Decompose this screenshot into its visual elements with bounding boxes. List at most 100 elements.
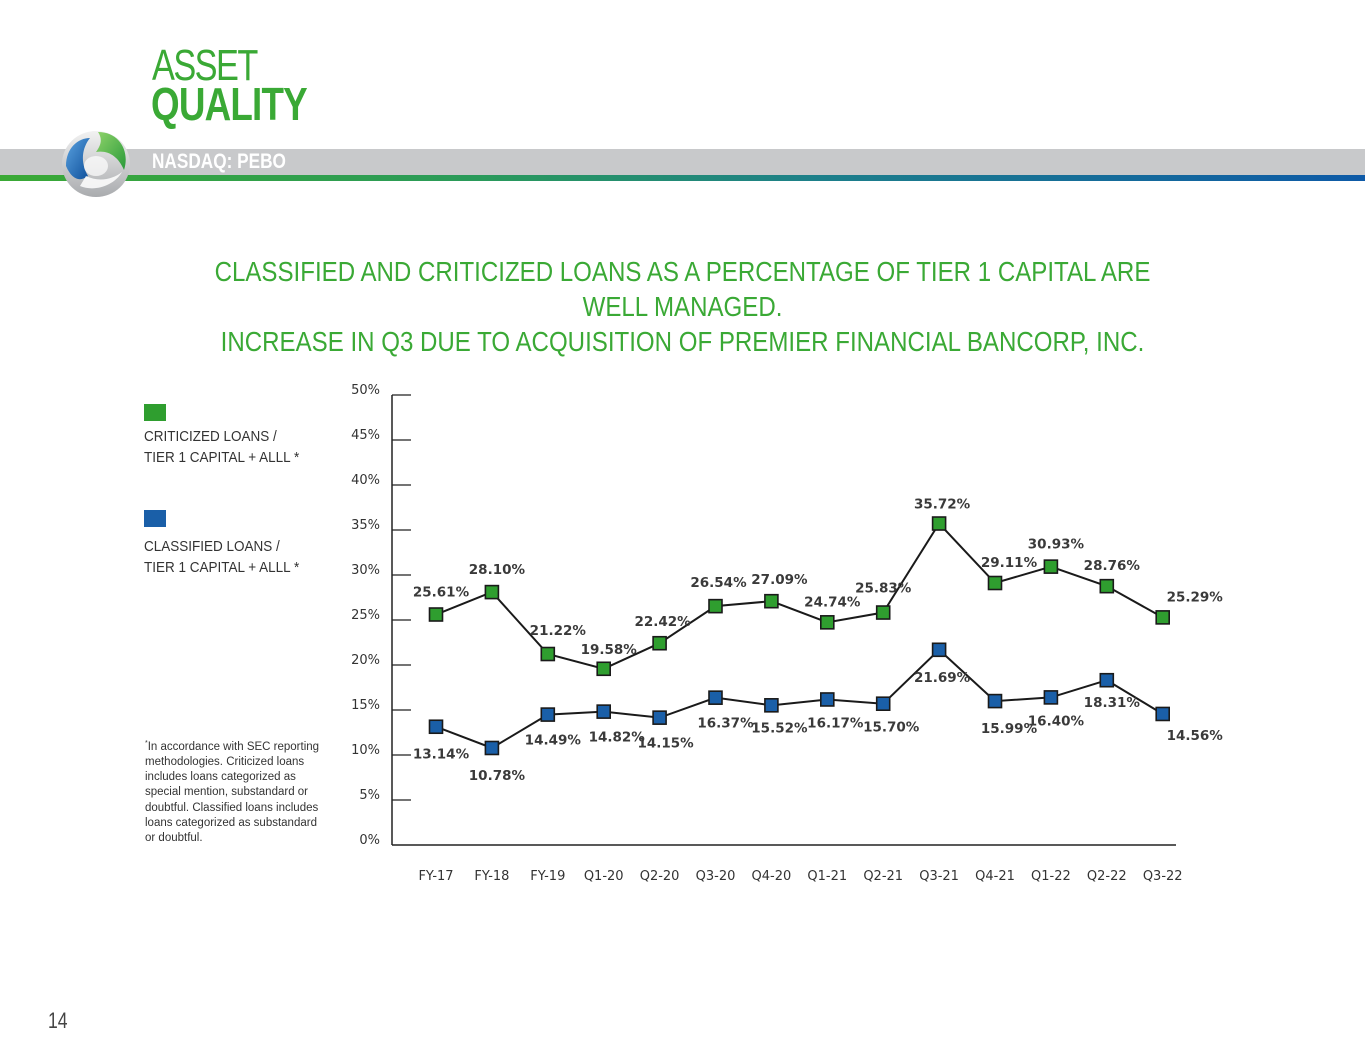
- data-label-classified: 14.49%: [525, 733, 582, 749]
- data-point-classified: [1043, 690, 1059, 705]
- data-label-classified: 10.78%: [469, 768, 526, 784]
- x-tick-label: FY-17: [418, 869, 453, 884]
- data-point-criticized: [428, 607, 444, 622]
- company-logo-icon: [58, 126, 134, 205]
- data-label-classified: 16.40%: [1028, 713, 1085, 729]
- legend-swatch-classified: [144, 510, 166, 527]
- data-label-criticized: 24.74%: [804, 594, 861, 610]
- data-label-classified: 18.31%: [1084, 695, 1141, 711]
- headline-line2: INCREASE IN Q3 DUE TO ACQUISITION OF PRE…: [220, 326, 1145, 357]
- data-point-classified: [652, 710, 667, 725]
- data-label-criticized: 27.09%: [751, 572, 808, 588]
- title-line1: ASSET: [152, 41, 258, 90]
- data-point-criticized: [708, 598, 723, 614]
- legend-classified-line2: TIER 1 CAPITAL + ALLL *: [144, 559, 300, 576]
- y-tick-label: 20%: [351, 653, 380, 668]
- data-label-criticized: 25.29%: [1167, 589, 1224, 605]
- y-tick-label: 50%: [351, 383, 380, 398]
- title-line2: QUALITY: [151, 78, 308, 130]
- data-point-criticized: [819, 615, 835, 630]
- data-label-classified: 14.15%: [637, 736, 694, 752]
- footnote-marker: *: [145, 740, 148, 747]
- data-label-classified: 21.69%: [914, 670, 971, 686]
- data-label-criticized: 28.10%: [469, 562, 526, 578]
- data-label-classified: 15.70%: [863, 720, 920, 736]
- data-point-criticized: [540, 646, 556, 662]
- data-point-criticized: [1043, 559, 1059, 574]
- x-tick-label: Q1-22: [1031, 869, 1071, 884]
- footnote: *In accordance with SEC reporting method…: [145, 736, 330, 846]
- legend-swatch-criticized: [144, 404, 166, 421]
- data-point-criticized: [987, 575, 1003, 591]
- data-point-criticized: [652, 635, 667, 651]
- data-label-criticized: 35.72%: [914, 497, 971, 513]
- data-point-classified: [987, 693, 1003, 709]
- data-label-classified: 16.17%: [807, 715, 864, 731]
- data-label-classified: 14.56%: [1167, 728, 1224, 744]
- x-tick-label: FY-18: [474, 869, 509, 884]
- data-point-classified: [875, 696, 891, 712]
- x-tick-label: Q1-21: [807, 869, 847, 884]
- y-tick-label: 35%: [351, 518, 380, 533]
- x-tick-label: FY-19: [530, 869, 565, 884]
- header-band: [0, 149, 1365, 175]
- y-tick-label: 0%: [359, 833, 380, 848]
- footnote-text: In accordance with SEC reporting methodo…: [145, 740, 320, 845]
- data-point-criticized: [875, 605, 891, 620]
- legend-label-classified: CLASSIFIED LOANS / TIER 1 CAPITAL + ALLL…: [144, 536, 342, 578]
- headline-line1: CLASSIFIED AND CRITICIZED LOANS AS A PER…: [214, 256, 1151, 322]
- data-point-classified: [484, 740, 500, 756]
- data-point-classified: [819, 692, 835, 707]
- data-label-classified: 14.82%: [589, 730, 646, 746]
- data-point-classified: [596, 704, 612, 719]
- y-tick-label: 45%: [351, 428, 380, 443]
- legend-criticized-line2: TIER 1 CAPITAL + ALLL *: [144, 449, 300, 466]
- headline: CLASSIFIED AND CRITICIZED LOANS AS A PER…: [199, 254, 1167, 359]
- y-tick-label: 30%: [351, 563, 380, 578]
- data-point-classified: [931, 642, 947, 658]
- y-tick-label: 40%: [351, 473, 380, 488]
- x-tick-label: Q2-20: [640, 869, 680, 884]
- series-line-classified: [435, 648, 1164, 750]
- data-label-criticized: 22.42%: [634, 614, 691, 630]
- legend-label-criticized: CRITICIZED LOANS / TIER 1 CAPITAL + ALLL…: [144, 426, 342, 468]
- data-point-criticized: [1155, 610, 1170, 625]
- data-point-classified: [708, 690, 723, 705]
- y-tick-label: 5%: [359, 788, 380, 803]
- data-point-criticized: [484, 584, 500, 600]
- data-label-criticized: 25.61%: [413, 585, 470, 601]
- x-tick-label: Q3-21: [919, 869, 959, 884]
- x-tick-label: Q3-20: [696, 869, 736, 884]
- data-label-criticized: 29.11%: [981, 555, 1038, 571]
- x-tick-label: Q2-22: [1087, 869, 1127, 884]
- data-label-classified: 15.99%: [981, 721, 1038, 737]
- data-label-criticized: 28.76%: [1084, 558, 1141, 574]
- data-label-classified: 15.52%: [751, 720, 808, 736]
- data-point-criticized: [931, 516, 947, 531]
- data-label-criticized: 19.58%: [581, 642, 638, 658]
- data-point-classified: [1155, 706, 1170, 722]
- data-point-criticized: [1099, 578, 1115, 594]
- data-point-criticized: [764, 593, 779, 609]
- data-label-criticized: 26.54%: [690, 575, 747, 591]
- x-tick-label: Q4-20: [752, 869, 792, 884]
- data-label-criticized: 21.22%: [530, 623, 587, 639]
- y-tick-label: 25%: [351, 608, 380, 623]
- data-label-criticized: 25.83%: [855, 581, 912, 597]
- data-point-criticized: [596, 661, 612, 677]
- data-point-classified: [1099, 672, 1115, 688]
- header-accent-line: [0, 175, 1365, 181]
- legend-criticized-line1: CRITICIZED LOANS /: [144, 428, 277, 445]
- x-tick-label: Q4-21: [975, 869, 1015, 884]
- x-tick-label: Q1-20: [584, 869, 624, 884]
- data-point-classified: [428, 719, 444, 735]
- legend-classified-line1: CLASSIFIED LOANS /: [144, 538, 280, 555]
- data-label-classified: 16.37%: [697, 716, 754, 732]
- series-line-criticized: [435, 521, 1164, 670]
- y-tick-label: 10%: [351, 743, 380, 758]
- data-label-classified: 13.14%: [413, 747, 470, 763]
- x-tick-label: Q3-22: [1143, 869, 1183, 884]
- ticker-label: NASDAQ: PEBO: [152, 150, 286, 173]
- page-number: 14: [48, 1008, 68, 1033]
